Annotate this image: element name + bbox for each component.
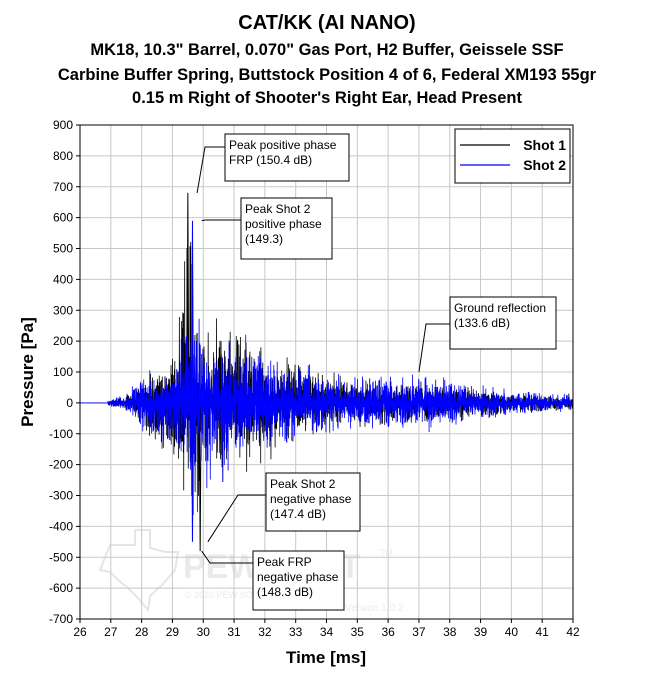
- series-line-2: [80, 263, 574, 516]
- x-tick-label: 35: [351, 625, 365, 639]
- annotation-text: (148.3 dB): [257, 585, 313, 599]
- y-tick-label: -700: [49, 612, 73, 626]
- annotation-box: [265, 472, 361, 532]
- annotation-text: Peak Shot 2: [245, 202, 311, 216]
- y-tick-label: -400: [49, 519, 73, 533]
- watermark-version: Version 1.0.2: [345, 603, 404, 614]
- x-tick-label: 39: [474, 625, 488, 639]
- annotation-text: negative phase: [270, 492, 352, 506]
- annotation-text: negative phase: [257, 570, 339, 584]
- y-tick-label: -200: [49, 458, 73, 472]
- x-tick-label: 29: [166, 625, 180, 639]
- series-peak-positive-1: [186, 192, 190, 403]
- annotation-box: [240, 197, 333, 260]
- annotation-leader-line: [201, 219, 241, 222]
- x-tick-label: 36: [381, 625, 395, 639]
- y-tick-label: 200: [53, 334, 73, 348]
- y-tick-label: 0: [66, 396, 73, 410]
- y-tick-label: 600: [53, 211, 73, 225]
- series-layer: [80, 192, 574, 552]
- annotation-text: Peak FRP: [257, 555, 312, 569]
- chart-subtitle-2: Carbine Buffer Spring, Buttstock Positio…: [58, 66, 597, 84]
- x-axis-ticks: 26 27 28 29 30 31 32 33 34 35 36 37 38 39 40 41 42: [73, 619, 580, 639]
- x-tick-label: 42: [566, 625, 580, 639]
- chart-subtitle-1: MK18, 10.3" Barrel, 0.070" Gas Port, H2 …: [90, 41, 563, 59]
- x-tick-label: 40: [505, 625, 519, 639]
- y-tick-label: 500: [53, 242, 73, 256]
- legend-box: [454, 128, 571, 184]
- y-axis-ticks: 900 800 700 600 500 400 300 200 100 0 -100 -200 -300…: [49, 118, 80, 626]
- x-axis-label: Time [ms]: [286, 648, 366, 667]
- annotation-text: positive phase: [245, 217, 322, 231]
- texas-outline-icon: [98, 529, 180, 613]
- watermark-copyright: © 2020 PEW SOFT: [185, 590, 264, 600]
- x-tick-label: 27: [104, 625, 118, 639]
- annotation-text: Peak Shot 2: [270, 477, 336, 491]
- y-tick-label: 700: [53, 180, 73, 194]
- y-tick-label: 100: [53, 365, 73, 379]
- y-tick-label: -300: [49, 489, 73, 503]
- x-tick-label: 26: [73, 625, 87, 639]
- y-tick-label: 900: [53, 118, 73, 132]
- y-tick-label: 300: [53, 303, 73, 317]
- annotation-text: Ground reflection: [454, 301, 546, 315]
- y-axis-label: Pressure [Pa]: [18, 317, 37, 427]
- annotation-box: [449, 296, 557, 350]
- y-tick-label: 800: [53, 149, 73, 163]
- annotation-box: [224, 133, 350, 182]
- annotation-box: [252, 550, 345, 611]
- x-tick-label: 28: [135, 625, 149, 639]
- annotation-text: (147.4 dB): [270, 507, 326, 521]
- y-tick-label: -100: [49, 427, 73, 441]
- x-tick-label: 41: [536, 625, 550, 639]
- legend: Shot 1 Shot 2: [454, 128, 571, 184]
- series-peak-positive-2: [191, 220, 194, 403]
- annotation-text: Peak positive phase: [229, 138, 337, 152]
- y-tick-label: -600: [49, 581, 73, 595]
- y-tick-label: 400: [53, 272, 73, 286]
- annotation-text: (133.6 dB): [454, 316, 510, 330]
- annotation-leader-line: [196, 146, 225, 194]
- annotation-text: FRP (150.4 dB): [229, 153, 312, 167]
- legend-label-shot-2: Shot 2: [523, 157, 566, 173]
- x-tick-label: 34: [320, 625, 334, 639]
- annotation-leader-line: [201, 550, 253, 564]
- annotation: Ground reflection(133.6 dB): [418, 296, 557, 373]
- watermark-tm: TM: [380, 548, 393, 558]
- x-tick-label: 30: [197, 625, 211, 639]
- x-tick-label: 33: [289, 625, 303, 639]
- annotation-leader-line: [207, 494, 266, 543]
- chart-subtitle-3: 0.15 m Right of Shooter's Right Ear, Hea…: [132, 89, 522, 107]
- annotation-text: (149.3): [245, 232, 283, 246]
- annotation-leader-line: [418, 323, 450, 373]
- chart-title: CAT/KK (AI NANO): [238, 12, 415, 34]
- x-tick-label: 32: [258, 625, 272, 639]
- x-tick-label: 31: [227, 625, 241, 639]
- x-tick-label: 38: [443, 625, 457, 639]
- y-tick-label: -500: [49, 550, 73, 564]
- x-tick-label: 37: [412, 625, 426, 639]
- legend-label-shot-1: Shot 1: [523, 137, 566, 153]
